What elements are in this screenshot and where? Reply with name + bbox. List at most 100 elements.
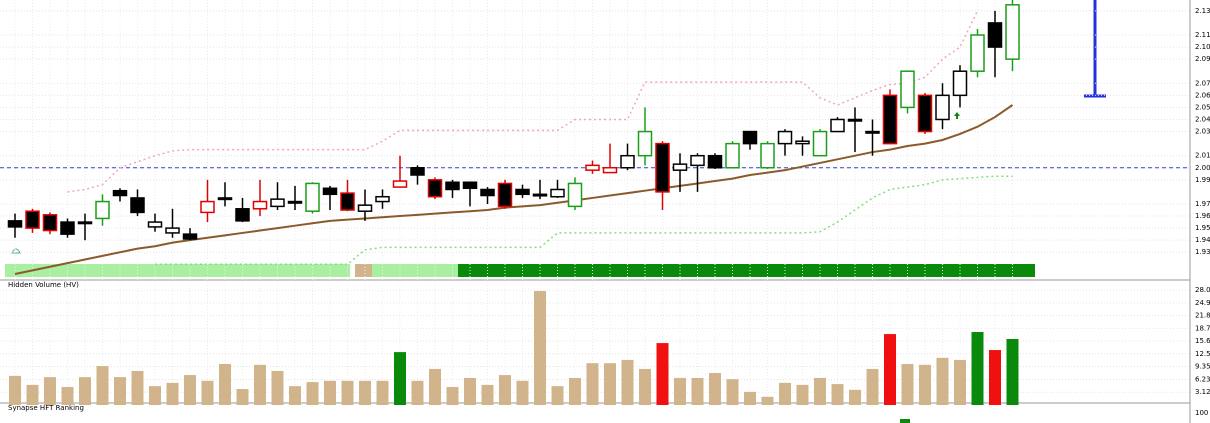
candle-body <box>900 70 915 109</box>
volume-bar <box>79 377 91 405</box>
y-tick-label: 15.6 <box>1195 337 1210 345</box>
volume-bar <box>236 389 249 405</box>
candle-body <box>812 130 828 157</box>
candle-body <box>777 130 793 145</box>
volume-bar <box>586 363 599 405</box>
candle-body <box>445 181 460 191</box>
y-tick-label: 18.7 <box>1195 324 1210 332</box>
volume-bar <box>411 380 424 405</box>
volume-bar <box>96 366 109 405</box>
candle-body <box>707 154 723 169</box>
candle-body <box>935 94 950 121</box>
volume-bar <box>254 364 266 405</box>
volume-bar <box>551 386 564 405</box>
moving-average <box>14 104 1014 275</box>
volume-bar <box>936 357 949 405</box>
volume-bar <box>114 377 126 405</box>
band-line <box>67 10 979 193</box>
candle-body <box>462 181 478 190</box>
ranking-mark <box>900 419 910 423</box>
signal-strip <box>458 264 1035 277</box>
volume-bar <box>376 380 389 405</box>
candle-body <box>25 210 40 229</box>
volume-bar <box>131 370 144 405</box>
volume-bar <box>201 380 214 405</box>
volume-bar <box>761 396 774 405</box>
candle-body <box>165 227 180 234</box>
y-tick-label: 6.23 <box>1195 375 1210 383</box>
volume-bar <box>726 379 739 405</box>
candle-body <box>305 182 320 212</box>
candle-body <box>497 182 513 208</box>
signal-strip <box>355 264 372 277</box>
candle-body <box>690 154 705 167</box>
volume-bar <box>779 382 791 405</box>
candle-body <box>217 197 233 201</box>
candle-body <box>182 233 198 240</box>
y-tick-label: 12.5 <box>1195 350 1210 358</box>
volume-bar <box>149 386 161 405</box>
y-tick-label: 1.94 <box>1195 236 1210 244</box>
volume-bar <box>989 350 1001 405</box>
volume-bar <box>831 384 844 405</box>
volume-bar <box>656 343 669 405</box>
panel-title: Synapse HFT Ranking <box>8 404 84 412</box>
volume-bar <box>884 334 896 405</box>
volume-bar <box>866 368 879 405</box>
arrow-icon <box>954 112 960 119</box>
volume-bar <box>359 380 371 405</box>
candle-body <box>357 204 373 212</box>
candle-body <box>672 163 688 171</box>
y-tick-label: 2.06 <box>1195 91 1210 99</box>
candle-body <box>252 200 268 210</box>
volume-bar <box>901 364 914 405</box>
candle-body <box>42 214 58 232</box>
y-tick-label: 1.93 <box>1195 248 1210 256</box>
candle-body <box>532 193 548 197</box>
candle-body <box>970 34 985 72</box>
candle-body <box>725 142 740 169</box>
volume-bar <box>324 380 336 405</box>
y-tick-label: 28.0 <box>1195 286 1210 294</box>
candle-body <box>830 118 845 133</box>
y-tick-label: 9.35 <box>1195 363 1210 371</box>
volume-bar <box>429 368 441 405</box>
y-tick-label: 2.10 <box>1195 43 1210 51</box>
candle-body <box>392 180 408 188</box>
volume-bar <box>639 368 651 405</box>
volume-bar <box>569 377 581 405</box>
volume-bar <box>306 382 319 405</box>
candle-body <box>235 208 250 222</box>
candle-body <box>917 94 933 133</box>
candle-body <box>760 142 775 169</box>
volume-bar <box>744 391 756 405</box>
volume-bar <box>674 377 686 405</box>
y-tick-label: 2.07 <box>1195 79 1210 87</box>
candle-body <box>637 130 653 157</box>
candle-body <box>987 22 1003 48</box>
candle-body <box>375 195 390 203</box>
volume-bar <box>61 386 74 405</box>
candle-body <box>147 221 163 228</box>
y-tick-label: 2.09 <box>1195 55 1210 63</box>
volume-bar <box>394 352 406 405</box>
candle-body <box>287 200 303 204</box>
candle-body <box>567 182 583 208</box>
candle-body <box>60 221 75 235</box>
volume-bar <box>534 291 546 405</box>
candle-body <box>112 189 128 197</box>
volume-bar <box>166 382 179 405</box>
volume-bar <box>9 375 21 405</box>
volume-bar <box>814 377 826 405</box>
volume-bar <box>621 359 634 405</box>
panel-title: Hidden Volume (HV) <box>8 281 79 289</box>
volume-bar <box>709 373 721 405</box>
y-tick-label: 2.05 <box>1195 103 1210 111</box>
y-tick-label: 2.11 <box>1195 31 1210 39</box>
candle-body <box>200 200 215 214</box>
candle-body <box>620 154 635 169</box>
candle-body <box>795 140 810 145</box>
y-tick-label: 1.95 <box>1195 224 1210 232</box>
volume-bar <box>26 384 39 405</box>
